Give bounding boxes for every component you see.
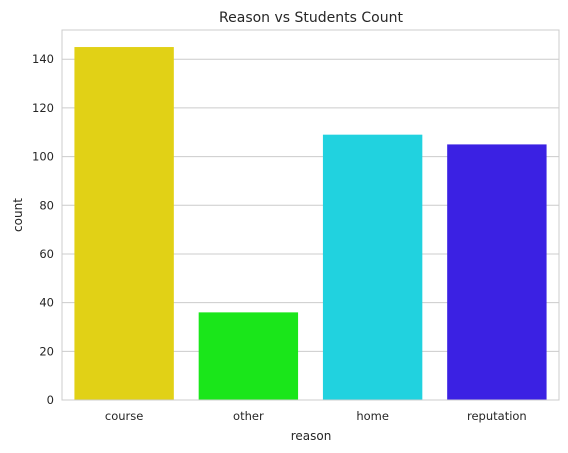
y-tick-labels: 0 20 40 60 80 100 120 140	[32, 52, 54, 407]
bars	[74, 47, 547, 400]
y-tick-label: 60	[39, 247, 54, 261]
y-tick-label: 100	[32, 150, 54, 164]
x-tick-label-course: course	[105, 409, 143, 423]
y-tick-label: 20	[39, 344, 54, 358]
y-tick-label: 40	[39, 296, 54, 310]
x-axis-label: reason	[291, 429, 332, 443]
bar-home	[322, 134, 423, 400]
bar-reputation	[447, 144, 547, 400]
bar-course	[74, 47, 174, 400]
x-tick-label-other: other	[233, 409, 264, 423]
y-tick-label: 80	[39, 198, 54, 212]
y-tick-label: 0	[47, 393, 54, 407]
y-tick-label: 140	[32, 52, 54, 66]
y-axis-label: count	[11, 198, 25, 232]
plot-frame	[61, 29, 560, 401]
chart-title: Reason vs Students Count	[219, 10, 403, 26]
bar-other	[198, 312, 299, 400]
x-tick-label-reputation: reputation	[467, 409, 527, 423]
x-tick-labels: course other home reputation	[105, 409, 527, 423]
y-tick-label: 120	[32, 101, 54, 115]
x-tick-label-home: home	[356, 409, 389, 423]
